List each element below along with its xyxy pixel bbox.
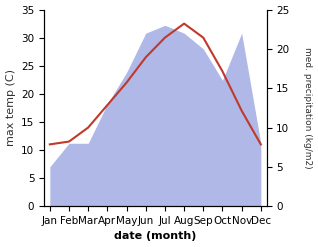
Y-axis label: max temp (C): max temp (C) <box>5 69 16 146</box>
X-axis label: date (month): date (month) <box>114 231 197 242</box>
Y-axis label: med. precipitation (kg/m2): med. precipitation (kg/m2) <box>303 47 313 169</box>
